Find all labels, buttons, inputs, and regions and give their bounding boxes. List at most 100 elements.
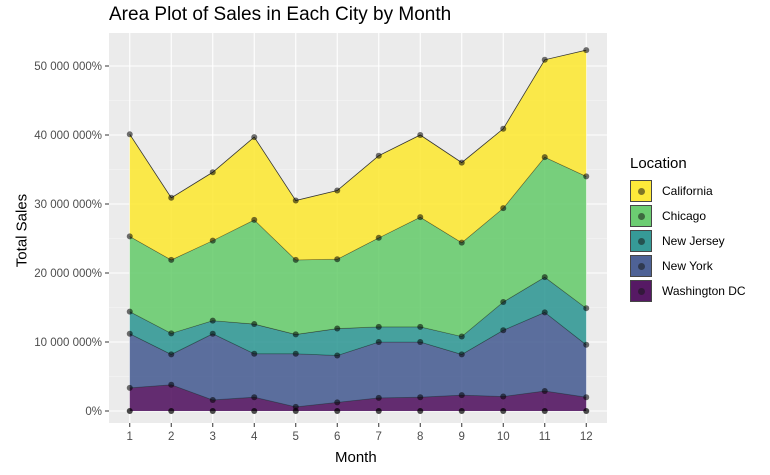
data-point	[458, 408, 465, 414]
area-outline-california	[129, 49, 587, 202]
data-point	[334, 325, 341, 332]
legend-point	[638, 287, 645, 295]
data-point	[417, 132, 424, 138]
legend-label: California	[662, 183, 713, 198]
data-point	[292, 403, 299, 410]
x-tick-label: 3	[210, 431, 216, 443]
y-tick-label: 0%	[85, 406, 102, 418]
data-point	[168, 408, 175, 414]
data-point	[417, 408, 424, 414]
data-point	[417, 394, 424, 401]
data-point	[209, 330, 216, 337]
data-point	[375, 339, 382, 345]
legend-item: New York	[630, 253, 746, 278]
legend: Location California Chicago New Jersey New …	[630, 155, 746, 303]
data-point	[251, 408, 258, 414]
data-point	[209, 317, 216, 324]
data-point	[334, 187, 341, 194]
data-point	[541, 56, 548, 63]
data-point	[458, 392, 465, 399]
data-point	[292, 350, 299, 357]
area-series	[129, 49, 587, 411]
data-point	[251, 350, 258, 357]
y-axis-ticks: 0% 10 000 000% 20 000 000% 30 000 000% 40 00…	[34, 61, 109, 418]
area-new-york	[129, 312, 587, 407]
x-tick-label: 7	[376, 431, 382, 443]
x-tick-label: 9	[459, 431, 465, 443]
data-point	[541, 387, 548, 394]
data-point	[541, 309, 548, 316]
data-point	[375, 234, 382, 241]
y-tick-label: 10 000 000%	[34, 337, 102, 349]
data-point	[168, 351, 175, 358]
data-point	[209, 396, 216, 403]
x-tick-label: 4	[251, 431, 258, 443]
data-point	[583, 394, 590, 401]
data-point	[375, 323, 382, 330]
legend-label: Washington DC	[662, 283, 746, 298]
data-point	[168, 194, 175, 201]
data-point	[292, 256, 299, 263]
x-axis-ticks: 1 2 3 4 5 6 7 8 9 10 11 12	[127, 423, 593, 443]
data-point	[500, 205, 507, 212]
data-point	[541, 154, 548, 161]
legend-swatch	[630, 254, 652, 277]
legend-label: Chicago	[662, 208, 707, 223]
data-point	[292, 408, 299, 414]
data-point	[209, 408, 216, 414]
legend-item: New Jersey	[630, 228, 746, 253]
data-point	[209, 169, 216, 176]
area-chicago	[129, 157, 587, 337]
data-point	[292, 197, 299, 204]
y-tick-label: 40 000 000%	[34, 130, 102, 142]
data-point	[251, 216, 258, 223]
data-point	[583, 305, 590, 312]
data-point	[126, 131, 133, 138]
legend-label: New York	[662, 258, 713, 273]
legend-swatch	[630, 229, 652, 252]
x-tick-label: 2	[168, 431, 174, 443]
data-point	[375, 394, 382, 401]
legend-point	[638, 187, 645, 195]
data-point	[334, 256, 341, 263]
data-point	[500, 408, 507, 414]
legend-swatch	[630, 179, 652, 202]
legend-label: New Jersey	[662, 233, 725, 248]
data-point	[458, 159, 465, 166]
x-axis-label: Month	[335, 449, 377, 466]
x-tick-label: 6	[334, 431, 340, 443]
data-point	[168, 330, 175, 337]
legend-point	[638, 262, 645, 270]
data-point	[126, 408, 133, 414]
chart-title: Area Plot of Sales in Each City by Month	[109, 4, 452, 25]
data-point	[583, 47, 590, 54]
data-point	[334, 408, 341, 414]
data-point	[500, 393, 507, 400]
legend-point	[638, 237, 645, 245]
data-point	[458, 333, 465, 340]
legend-swatch	[630, 204, 652, 227]
data-point	[500, 125, 507, 132]
data-point	[583, 341, 590, 348]
y-axis-label: Total Sales	[13, 193, 31, 268]
data-point	[292, 331, 299, 338]
data-point	[126, 308, 133, 315]
data-point	[251, 394, 258, 401]
data-point	[583, 408, 590, 414]
y-tick-label: 20 000 000%	[34, 268, 102, 280]
area-washington-dc	[129, 384, 587, 411]
legend-swatch	[630, 279, 652, 302]
data-point	[500, 327, 507, 334]
x-tick-label: 11	[539, 431, 551, 443]
data-point	[375, 408, 382, 414]
y-tick-label: 30 000 000%	[34, 199, 102, 211]
data-point	[458, 351, 465, 358]
data-point	[126, 330, 133, 337]
data-points	[126, 47, 590, 414]
data-point	[417, 323, 424, 330]
data-point	[458, 239, 465, 246]
legend-item: Washington DC	[630, 278, 746, 303]
x-tick-label: 8	[417, 431, 423, 443]
legend-item: California	[630, 178, 746, 203]
